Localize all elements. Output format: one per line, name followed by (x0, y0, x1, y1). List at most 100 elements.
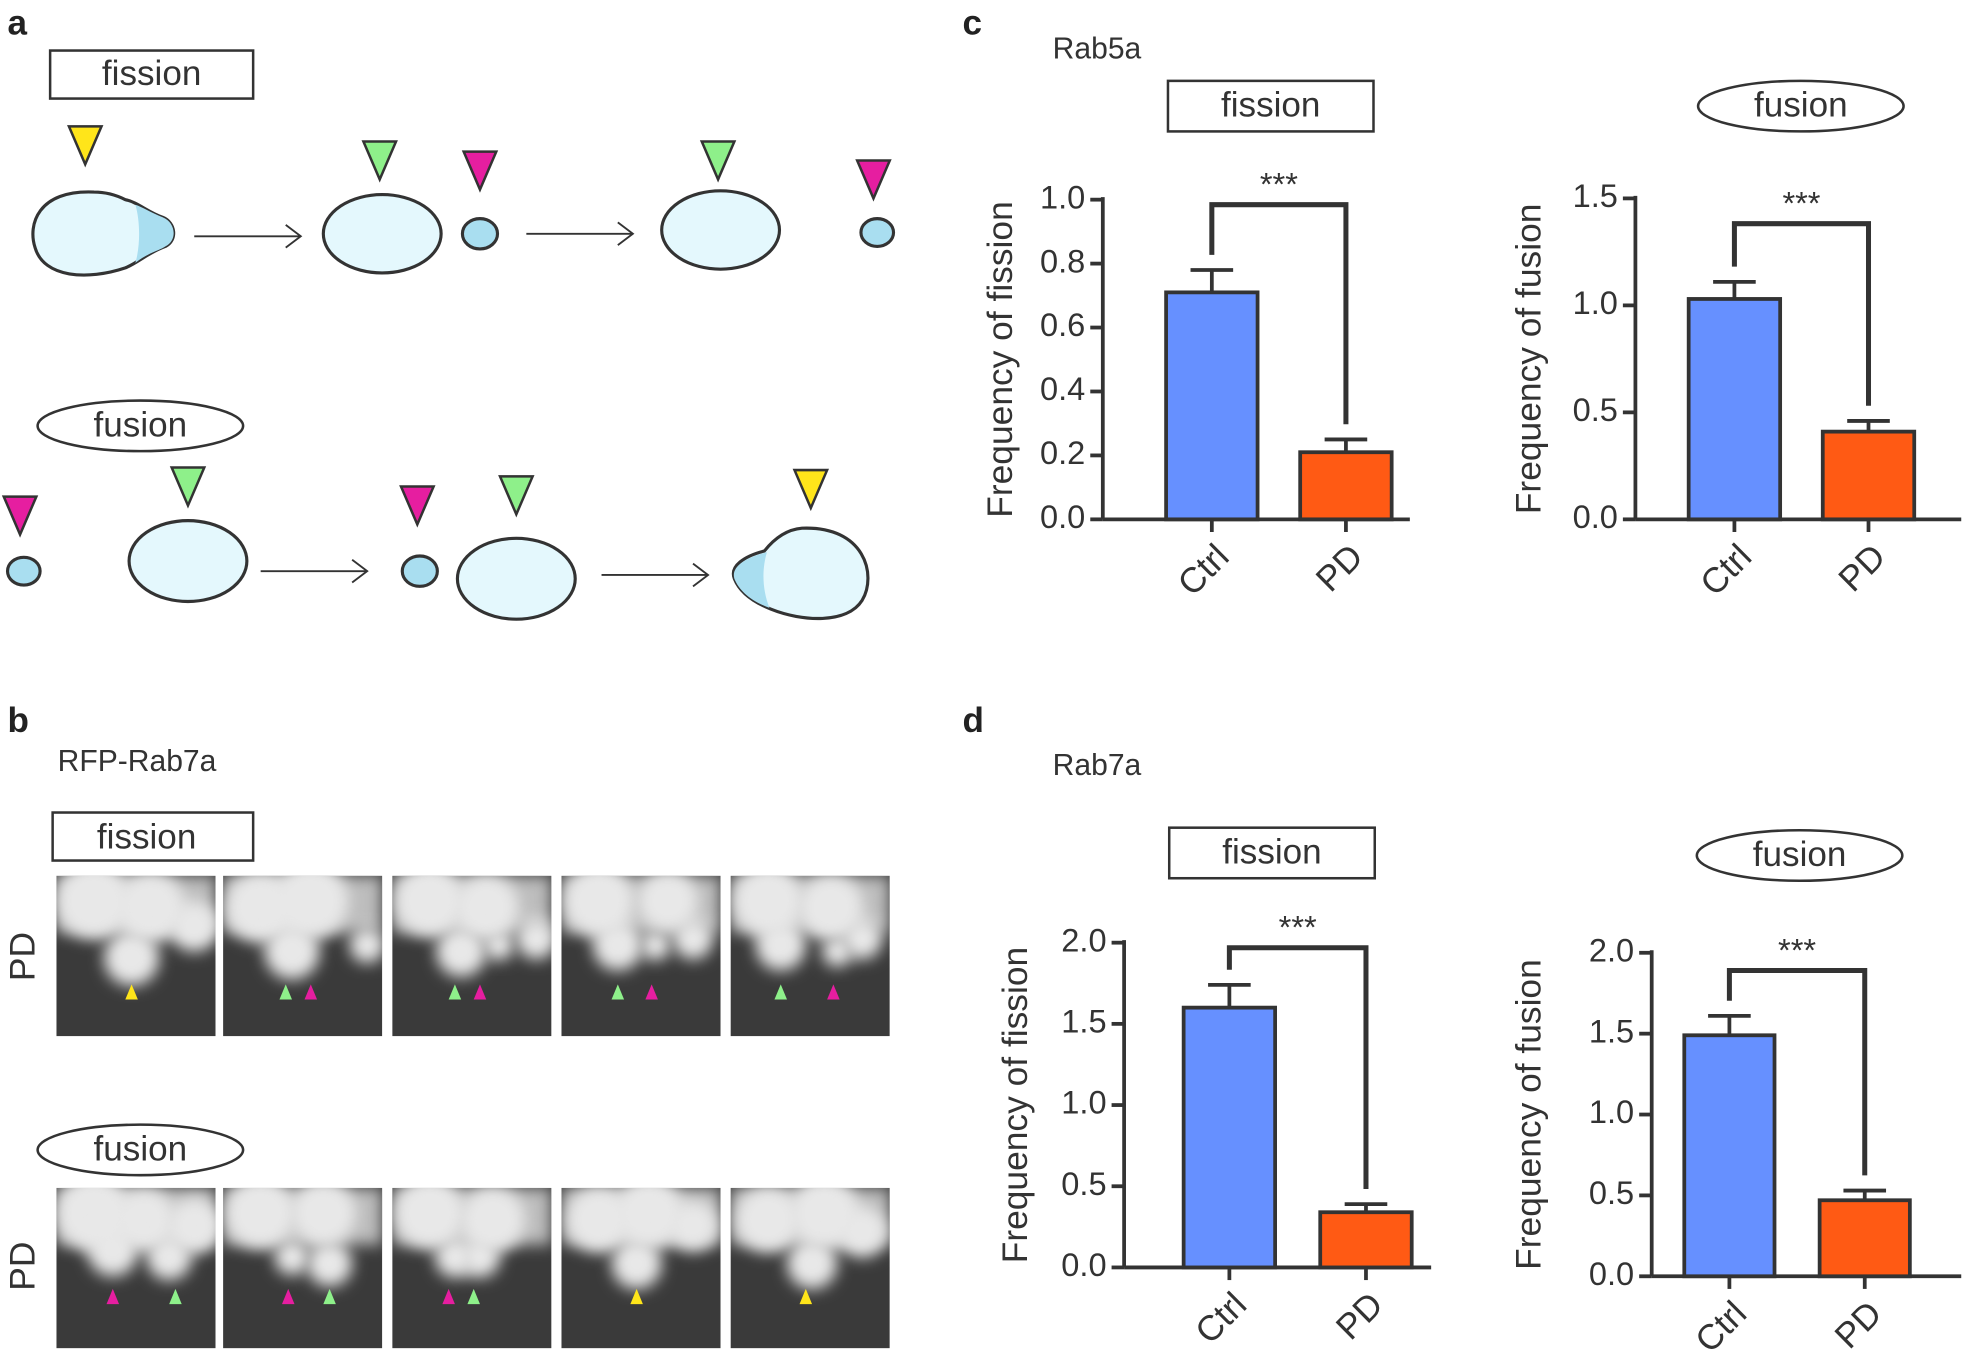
x-tick-label: Ctrl (1171, 537, 1237, 604)
arrow-head (351, 559, 369, 584)
label: fusion (94, 1129, 188, 1168)
label-frame (36, 1123, 245, 1177)
label-frame (48, 49, 255, 100)
marker-arrowhead (448, 984, 462, 1000)
micrograph-spot (290, 1187, 356, 1246)
y-tick-label: 1.0 (1573, 284, 1618, 321)
marker-arrowhead (774, 984, 788, 1000)
micrograph-spot (394, 1187, 465, 1249)
micrograph-spot (225, 1187, 296, 1249)
row-label: PD (3, 932, 42, 981)
micrograph-spot (274, 1239, 310, 1276)
marker-arrowhead (361, 140, 398, 183)
significance-bracket (1726, 967, 1868, 1176)
panel-title: Rab5a (1053, 32, 1142, 65)
micrograph-spot (56, 875, 132, 939)
vesicle-small (5, 555, 42, 587)
title-frame (1696, 79, 1905, 133)
micrograph (56, 875, 216, 1037)
panel-label: a (8, 3, 28, 42)
micrograph-spot (169, 900, 216, 952)
marker-arrowhead (855, 159, 892, 202)
micrograph-spot (640, 930, 671, 961)
bar (1298, 450, 1394, 522)
micrograph-spot (87, 1225, 138, 1277)
micrograph-spot (735, 1187, 801, 1253)
vesicle-small (400, 554, 439, 588)
label: fission (102, 54, 201, 93)
marker-arrowhead (792, 468, 830, 512)
label: fusion (94, 405, 188, 444)
marker-arrowhead (1, 495, 39, 538)
marker-arrowhead (498, 475, 535, 518)
y-tick-label: 0.2 (1040, 434, 1085, 471)
marker-arrowhead (323, 1288, 336, 1305)
y-tick-label: 1.0 (1061, 1084, 1106, 1121)
marker-arrowhead (169, 1288, 182, 1305)
vesicle-small (859, 217, 896, 248)
y-tick-label: 2.0 (1589, 931, 1634, 968)
vesicle (660, 189, 782, 271)
arrow-head (285, 224, 303, 249)
micrograph (392, 1187, 552, 1349)
label-frame (36, 399, 245, 453)
micrograph (56, 1187, 216, 1349)
x-tick-label: Ctrl (1688, 1294, 1754, 1361)
y-tick-label: 1.0 (1040, 178, 1085, 215)
marker-arrowhead (611, 984, 625, 1000)
y-tick-label: 0.5 (1589, 1174, 1634, 1211)
panel-label: c (962, 3, 982, 42)
y-axis-label: Frequency of fusion (1510, 204, 1549, 515)
y-axis-label: Frequency of fission (996, 947, 1035, 1263)
vesicle-small (460, 217, 500, 251)
significance-bracket (1226, 945, 1369, 1189)
marker-arrowhead (304, 984, 318, 1000)
subtitle: RFP-Rab7a (58, 745, 217, 778)
y-tick-label: 1.5 (1573, 177, 1618, 214)
marker-arrowhead (399, 485, 436, 528)
micrograph-spot (592, 919, 643, 971)
x-tick-label: PD (1828, 1294, 1890, 1356)
significance-label: *** (1260, 166, 1298, 203)
micrograph (392, 875, 552, 1037)
micrograph-spot (798, 875, 864, 941)
chart-title: fusion (1753, 835, 1847, 874)
micrograph-spot (146, 1234, 192, 1281)
y-tick-label: 0.4 (1040, 370, 1085, 407)
bar (1686, 297, 1783, 522)
marker-arrowhead (467, 1288, 480, 1305)
x-tick-label: PD (1309, 537, 1371, 599)
bar (1181, 1005, 1277, 1270)
panel-title: Rab7a (1053, 749, 1142, 782)
title-frame (1167, 826, 1377, 880)
micrograph-spot (104, 930, 160, 986)
micrograph (561, 875, 721, 1037)
title-frame (1166, 79, 1375, 133)
micrograph-spot (667, 1200, 719, 1252)
micrograph-spot (264, 923, 320, 980)
y-axis-label: Frequency of fusion (1510, 959, 1549, 1270)
bar (1318, 1210, 1414, 1270)
chart-title: fission (1222, 832, 1321, 871)
label-frame (51, 811, 255, 862)
x-tick-label: PD (1329, 1285, 1391, 1347)
marker-arrowhead (169, 466, 207, 509)
micrograph-spot (672, 918, 714, 960)
y-axis-label: Frequency of fission (981, 201, 1020, 517)
bud (733, 552, 770, 608)
bar (1682, 1033, 1777, 1279)
micrograph-spot (837, 1206, 888, 1258)
label: fission (97, 817, 196, 856)
marker-arrowhead (645, 984, 658, 1000)
significance-label: *** (1782, 185, 1820, 222)
marker-arrowhead (473, 984, 487, 1000)
micrograph (223, 1187, 383, 1349)
micrograph-spot (459, 1187, 526, 1253)
significance-label: *** (1279, 909, 1317, 946)
x-tick-label: Ctrl (1693, 537, 1759, 604)
y-tick-label: 0.6 (1040, 306, 1085, 343)
y-tick-label: 0.5 (1061, 1165, 1106, 1202)
y-tick-label: 2.0 (1061, 921, 1106, 958)
bar (1817, 1198, 1912, 1279)
marker-arrowhead (67, 125, 104, 168)
